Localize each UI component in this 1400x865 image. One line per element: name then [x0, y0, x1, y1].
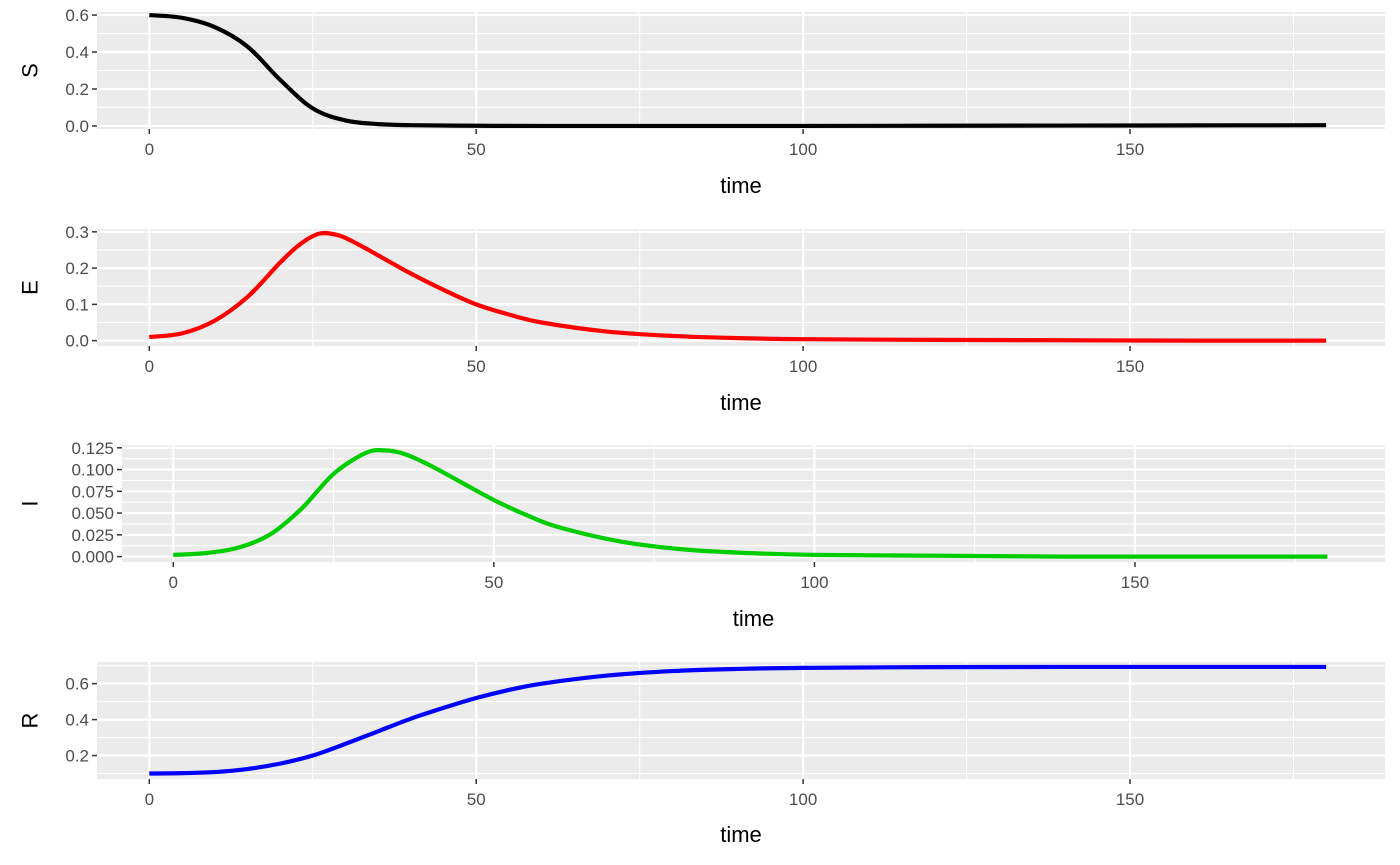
x-tick-label: 150	[1121, 573, 1149, 592]
x-tick-label: 100	[789, 140, 817, 159]
x-tick-label: 0	[145, 140, 154, 159]
x-tick-label: 50	[467, 140, 486, 159]
x-tick-label: 150	[1116, 357, 1144, 376]
panel-background	[122, 445, 1385, 562]
y-tick-label: 0.025	[71, 526, 114, 545]
panel-background	[97, 229, 1385, 346]
x-tick-label: 150	[1116, 140, 1144, 159]
series-line-r	[149, 664, 1327, 776]
series-line-i	[173, 448, 1328, 559]
x-tick-label: 100	[789, 790, 817, 809]
y-axis-title: S	[18, 63, 43, 78]
x-axis-title: time	[720, 173, 762, 198]
x-tick-label: 100	[789, 357, 817, 376]
y-tick-label: 0.2	[65, 747, 89, 766]
y-tick-label: 0.1	[65, 295, 89, 314]
x-tick-label: 0	[145, 790, 154, 809]
y-tick-label: 0.6	[65, 6, 89, 25]
x-tick-label: 50	[484, 573, 503, 592]
panel-s: 0.0 0.2 0.4 0.6 0 50 100 150 time S	[18, 6, 1385, 198]
y-tick-label: 0.000	[71, 548, 114, 567]
y-tick-label: 0.0	[65, 332, 89, 351]
x-axis-title: time	[733, 606, 775, 631]
y-tick-label: 0.050	[71, 504, 114, 523]
x-tick-label: 50	[467, 357, 486, 376]
y-tick-label: 0.100	[71, 461, 114, 480]
x-axis-title: time	[720, 822, 762, 847]
x-tick-label: 50	[467, 790, 486, 809]
y-axis-title: R	[18, 713, 43, 729]
series-line-s	[149, 12, 1327, 129]
y-tick-label: 0.6	[65, 675, 89, 694]
y-tick-label: 0.2	[65, 259, 89, 278]
x-tick-label: 150	[1116, 790, 1144, 809]
y-tick-label: 0.125	[71, 439, 114, 458]
x-tick-label: 0	[145, 357, 154, 376]
y-axis-title: I	[18, 500, 43, 506]
x-tick-label: 100	[800, 573, 828, 592]
panel-r: 0.2 0.4 0.6 0 50 100 150 time R	[18, 662, 1385, 847]
panel-e: 0.0 0.1 0.2 0.3 0 50 100 150 time E	[18, 223, 1385, 415]
y-tick-label: 0.075	[71, 482, 114, 501]
y-tick-label: 0.4	[65, 43, 89, 62]
x-axis-title: time	[720, 390, 762, 415]
y-tick-label: 0.4	[65, 711, 89, 730]
y-tick-label: 0.3	[65, 223, 89, 242]
panel-i: 0.000 0.025 0.050 0.075 0.100 0.125 0 50 100 150 t…	[18, 439, 1385, 631]
y-axis-title: E	[18, 280, 43, 295]
y-tick-label: 0.2	[65, 80, 89, 99]
x-tick-label: 0	[169, 573, 178, 592]
series-line-e	[149, 230, 1327, 343]
y-tick-label: 0.0	[65, 117, 89, 136]
